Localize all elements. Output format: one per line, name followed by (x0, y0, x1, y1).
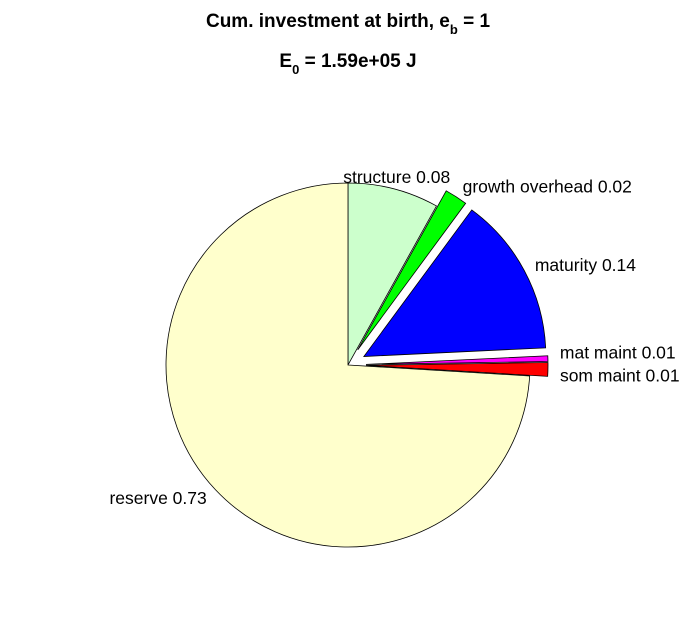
label-growth-overhead: growth overhead 0.02 (463, 177, 632, 197)
chart-subtitle: E0 = 1.59e+05 J (279, 51, 416, 77)
pie-slices (165, 182, 549, 548)
slice-labels: structure 0.08 growth overhead 0.02 maturi… (109, 167, 679, 508)
label-som-maint: som maint 0.01 (560, 366, 680, 386)
label-reserve: reserve 0.73 (109, 488, 206, 508)
chart-title: Cum. investment at birth, eb = 1 (206, 11, 490, 37)
slice-reserve (165, 182, 531, 548)
label-structure: structure 0.08 (343, 167, 450, 187)
slice-maturity (363, 209, 547, 357)
slice-som-maint (365, 362, 549, 377)
slice-structure (347, 182, 438, 367)
slice-growth-overhead (357, 190, 467, 351)
label-mat-maint: mat maint 0.01 (560, 342, 676, 362)
label-maturity: maturity 0.14 (535, 255, 636, 275)
slice-mat-maint (365, 355, 549, 365)
